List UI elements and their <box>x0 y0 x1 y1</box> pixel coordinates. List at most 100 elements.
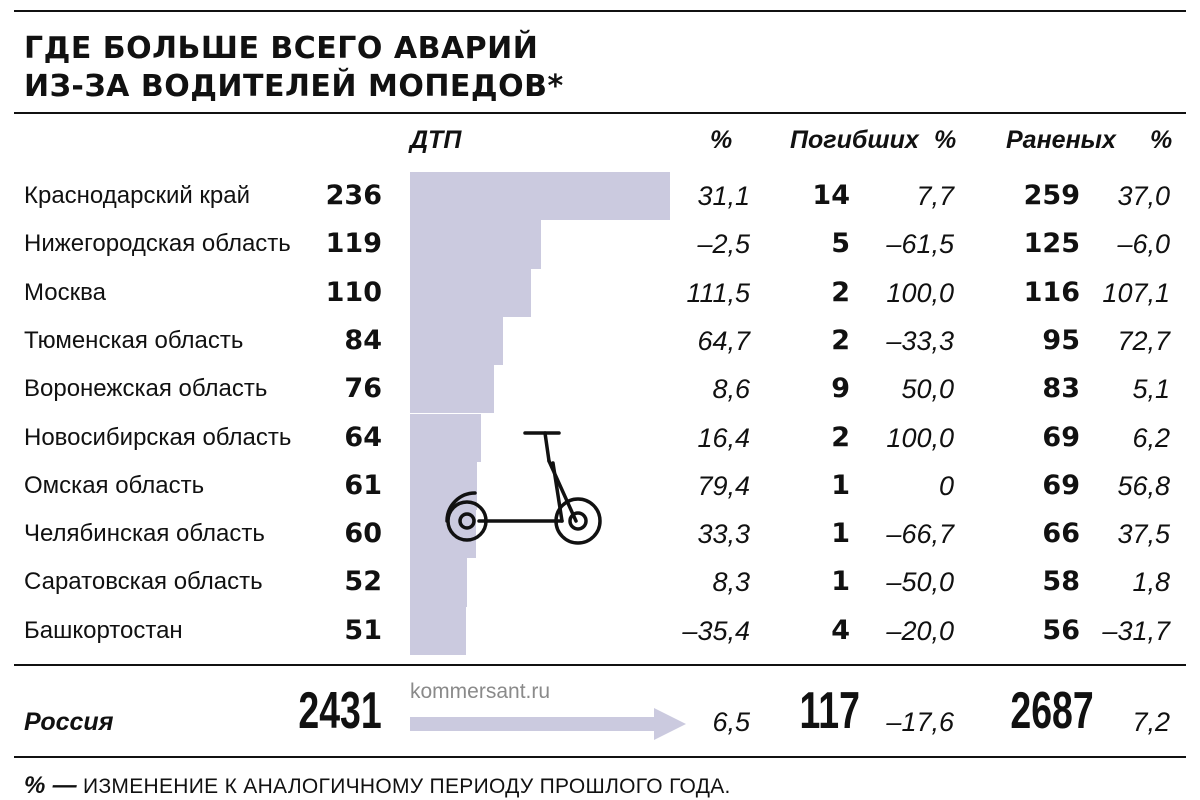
killed-change: –33,3 <box>886 325 954 356</box>
injured-value: 116 <box>1023 276 1080 308</box>
killed-value: 2 <box>831 276 850 308</box>
header-injured-pct: % <box>1150 126 1173 154</box>
dtp-value: 60 <box>344 518 382 550</box>
total-dtp: 2431 <box>298 682 382 740</box>
arrow-icon <box>410 708 686 740</box>
title-line-2: ИЗ-ЗА ВОДИТЕЛЕЙ МОПЕДОВ* <box>24 69 564 104</box>
header-rule <box>14 112 1186 114</box>
dtp-value: 61 <box>344 469 382 501</box>
dtp-value: 110 <box>325 276 382 308</box>
total-injured: 2687 <box>1010 682 1094 740</box>
killed-value: 2 <box>831 421 850 453</box>
dtp-value: 119 <box>325 228 382 260</box>
injured-change: –31,7 <box>1102 615 1170 646</box>
region-name: Тюменская область <box>24 326 244 354</box>
dtp-change: 31,1 <box>697 181 750 211</box>
dtp-value: 52 <box>344 566 382 598</box>
dtp-change: 79,4 <box>697 470 750 501</box>
dtp-value: 236 <box>325 180 382 211</box>
injured-value: 66 <box>1042 518 1080 550</box>
scooter-icon <box>445 431 602 545</box>
dtp-bar <box>410 316 503 366</box>
footnote-symbol: % — <box>24 772 77 799</box>
killed-change: 50,0 <box>901 374 954 405</box>
total-region: Россия <box>24 708 114 736</box>
table-row: Краснодарский край 236 31,1 14 7,7 259 37,0 <box>0 172 1200 220</box>
injured-value: 69 <box>1042 469 1080 501</box>
dtp-bar <box>410 172 670 221</box>
injured-value: 83 <box>1042 373 1080 405</box>
injured-change: 107,1 <box>1102 277 1170 308</box>
dtp-bar <box>410 558 468 607</box>
region-name: Воронежская область <box>24 375 268 403</box>
header-killed-pct: % <box>934 126 957 154</box>
total-killed-pct: –17,6 <box>886 707 954 737</box>
header-dtp: ДТП <box>410 126 462 154</box>
killed-change: 7,7 <box>916 181 954 211</box>
dtp-value: 51 <box>344 614 382 646</box>
dtp-value: 64 <box>344 421 382 453</box>
killed-value: 5 <box>831 228 850 260</box>
region-name: Нижегородская область <box>24 230 291 258</box>
injured-change: 72,7 <box>1117 325 1170 356</box>
footnote-text: изменение к аналогичному периоду прошлог… <box>76 775 731 798</box>
dtp-change: 33,3 <box>697 519 750 550</box>
total-dtp-pct: 6,5 <box>712 707 750 737</box>
region-name: Челябинская область <box>24 520 265 548</box>
header-killed: Погибших <box>790 126 919 154</box>
injured-value: 259 <box>1023 180 1080 211</box>
table-row: Воронежская область 76 8,6 9 50,0 83 5,1 <box>0 365 1200 413</box>
table-row: Челябинская область 60 33,3 1 –66,7 66 37,5 <box>0 510 1200 558</box>
table-row: Саратовская область 52 8,3 1 –50,0 58 1,8 <box>0 558 1200 606</box>
killed-change: –61,5 <box>886 229 954 260</box>
region-name: Москва <box>24 278 106 306</box>
bottom-rule <box>14 756 1186 758</box>
injured-change: 6,2 <box>1132 422 1170 453</box>
source-link[interactable]: kommersant.ru <box>410 680 551 703</box>
chart-title: ГДЕ БОЛЬШЕ ВСЕГО АВАРИЙ ИЗ-ЗА ВОДИТЕЛЕЙ … <box>24 30 564 106</box>
dtp-change: 8,3 <box>712 567 750 598</box>
title-line-1: ГДЕ БОЛЬШЕ ВСЕГО АВАРИЙ <box>24 31 539 66</box>
table-row: Новосибирская область 64 16,4 2 100,0 69 6,2 <box>0 414 1200 462</box>
injured-value: 58 <box>1042 566 1080 598</box>
killed-value: 9 <box>831 373 850 405</box>
killed-value: 14 <box>812 180 850 211</box>
injured-value: 69 <box>1042 421 1080 453</box>
table-row: Башкортостан 51 –35,4 4 –20,0 56 –31,7 <box>0 607 1200 655</box>
total-killed: 117 <box>799 682 860 740</box>
top-rule <box>14 10 1186 12</box>
dtp-bar <box>410 510 477 559</box>
dtp-change: 64,7 <box>697 325 750 356</box>
region-name: Омская область <box>24 471 205 499</box>
killed-change: 100,0 <box>886 277 954 308</box>
dtp-change: –35,4 <box>682 615 750 646</box>
injured-change: –6,0 <box>1117 229 1170 260</box>
killed-value: 1 <box>831 469 850 501</box>
killed-value: 4 <box>831 614 850 646</box>
table-row: Тюменская область 84 64,7 2 –33,3 95 72,7 <box>0 317 1200 365</box>
region-name: Саратовская область <box>24 568 263 596</box>
table-row: Нижегородская область 119 –2,5 5 –61,5 125 –6,… <box>0 220 1200 268</box>
injured-value: 56 <box>1042 614 1080 646</box>
dtp-bar <box>410 413 481 462</box>
dtp-bar <box>410 365 494 414</box>
dtp-bar <box>410 606 467 655</box>
killed-change: –66,7 <box>886 519 954 550</box>
injured-change: 5,1 <box>1132 374 1170 405</box>
table-row: Омская область 61 79,4 1 0 69 56,8 <box>0 462 1200 510</box>
region-name: Башкортостан <box>24 616 183 644</box>
dtp-bar <box>410 268 532 317</box>
dtp-change: –2,5 <box>697 229 750 260</box>
injured-change: 37,0 <box>1117 181 1170 211</box>
killed-change: 100,0 <box>886 422 954 453</box>
killed-value: 1 <box>831 518 850 550</box>
total-rule <box>14 664 1186 666</box>
injured-value: 125 <box>1023 228 1080 260</box>
footnote: % — изменение к аналогичному периоду про… <box>24 772 731 800</box>
header-injured: Раненых <box>1006 126 1116 154</box>
dtp-value: 76 <box>344 373 382 405</box>
killed-change: –50,0 <box>886 567 954 598</box>
dtp-change: 111,5 <box>686 277 750 308</box>
injured-value: 95 <box>1042 324 1080 356</box>
dtp-bar <box>410 220 542 269</box>
